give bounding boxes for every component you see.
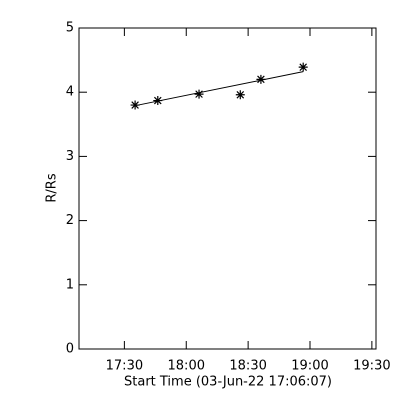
y-tick-label: 5 <box>66 21 74 36</box>
fit-line <box>135 71 304 107</box>
x-tick-label: 18:30 <box>229 359 266 374</box>
y-tick-label: 4 <box>66 85 74 100</box>
x-tick-label: 18:00 <box>168 359 205 374</box>
x-tick-label: 17:30 <box>106 359 143 374</box>
data-point <box>194 89 204 99</box>
data-point <box>153 96 163 106</box>
x-tick-label: 19:00 <box>291 359 328 374</box>
plot-frame <box>78 27 377 350</box>
data-point <box>235 90 245 100</box>
data-point <box>256 74 266 84</box>
data-point <box>298 62 308 72</box>
y-axis-label: R/Rs <box>45 173 60 202</box>
y-tick-label: 0 <box>66 342 74 357</box>
x-axis-label: Start Time (03-Jun-22 17:06:07) <box>124 375 332 390</box>
x-tick-label: 19:30 <box>353 359 390 374</box>
y-tick-label: 2 <box>66 213 74 228</box>
data-point <box>130 100 140 110</box>
y-tick-label: 3 <box>66 149 74 164</box>
y-tick-label: 1 <box>66 277 74 292</box>
